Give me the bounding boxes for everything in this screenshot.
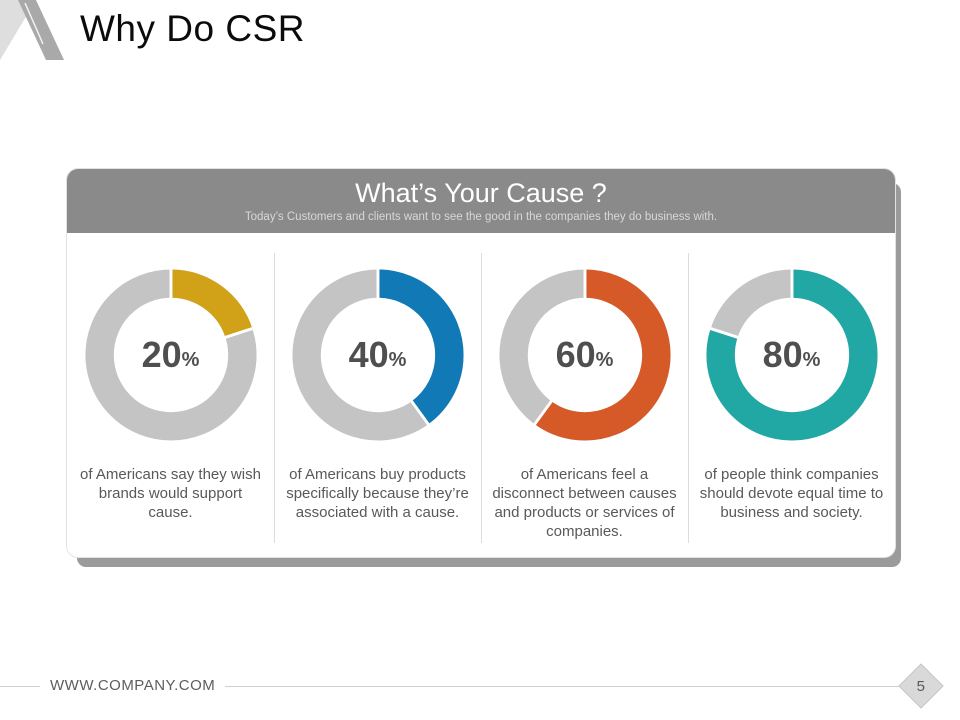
stat-caption: of Americans buy products specifically b… — [286, 466, 469, 521]
stat-column: 60% of Americans feel a disconnect betwe… — [481, 233, 688, 557]
card-title: What’s Your Cause ? — [355, 178, 607, 208]
donut-chart: 20% — [83, 267, 259, 443]
donut-rings-svg — [498, 267, 671, 441]
column-divider — [274, 253, 275, 543]
percent-sign: % — [595, 348, 614, 371]
stat-column: 20% of Americans say they wish brands wo… — [67, 233, 274, 557]
donut-center-label: 60% — [497, 267, 673, 443]
donut-rings-svg — [291, 267, 464, 441]
card-header: What’s Your Cause ? Today’s Customers an… — [67, 169, 895, 233]
corner-ornament-icon — [0, 0, 64, 60]
percent-value: 60 — [555, 334, 596, 375]
page-title: Why Do CSR — [80, 8, 305, 49]
stat-caption: of people think companies should devote … — [699, 466, 884, 521]
content-card: What’s Your Cause ? Today’s Customers an… — [66, 168, 896, 558]
stat-caption: of Americans feel a disconnect between c… — [492, 466, 677, 540]
stat-caption: of Americans say they wish brands would … — [80, 466, 261, 521]
donut-rings-svg — [84, 267, 257, 441]
footer-rule — [0, 686, 905, 687]
page-number-badge: 5 — [898, 663, 944, 709]
column-divider — [688, 253, 689, 543]
page-number: 5 — [916, 677, 926, 695]
percent-value: 40 — [348, 334, 389, 375]
donut-chart: 40% — [290, 267, 466, 443]
percent-value: 20 — [141, 334, 182, 375]
stat-column: 40% of Americans buy products specifical… — [274, 233, 481, 557]
card-body: 20% of Americans say they wish brands wo… — [67, 233, 895, 557]
card-subtitle: Today’s Customers and clients want to se… — [244, 211, 718, 223]
donut-rings-svg — [705, 267, 878, 441]
percent-sign: % — [181, 348, 200, 371]
donut-center-label: 40% — [290, 267, 466, 443]
donut-chart: 60% — [497, 267, 673, 443]
donut-chart: 80% — [704, 267, 880, 443]
percent-sign: % — [388, 348, 407, 371]
stat-column: 80% of people think companies should dev… — [688, 233, 895, 557]
percent-sign: % — [802, 348, 821, 371]
footer-url: WWW.COMPANY.COM — [40, 677, 226, 694]
column-divider — [481, 253, 482, 543]
percent-value: 80 — [762, 334, 803, 375]
donut-center-label: 20% — [83, 267, 259, 443]
donut-center-label: 80% — [704, 267, 880, 443]
